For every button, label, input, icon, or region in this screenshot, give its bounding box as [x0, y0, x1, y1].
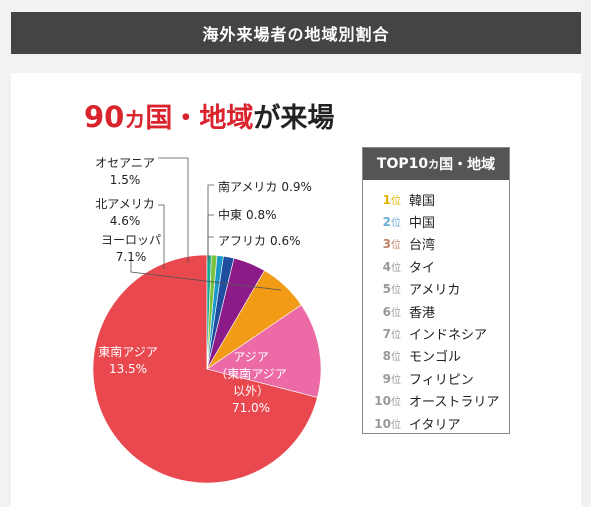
top10-rank-number: 3	[382, 237, 391, 252]
top10-rank-suffix: 位	[391, 307, 401, 319]
top10-name: 香港	[409, 305, 436, 321]
top10-name: モンゴル	[409, 350, 462, 366]
top10-title: TOP10 カ国・地域	[363, 148, 509, 180]
slice-label: アジア	[233, 350, 269, 364]
top10-title-rest: 国・地域	[439, 157, 496, 173]
top10-rank-number: 7	[382, 327, 391, 342]
top10-rank-number: 9	[382, 371, 391, 386]
top10-rank: 7位	[373, 326, 401, 341]
slice-value: 13.5%	[109, 362, 147, 376]
top10-rank: 10位	[373, 416, 401, 431]
slice-value: 0.9%	[281, 180, 312, 194]
slice-label: アフリカ 0.6%	[218, 234, 301, 248]
chart-header: 海外来場者の地域別割合	[11, 12, 581, 54]
top10-item: 5位 アメリカ	[373, 278, 509, 300]
top10-rank-suffix: 位	[391, 240, 401, 252]
top10-name: アメリカ	[409, 283, 461, 299]
top10-rank: 9位	[373, 371, 401, 386]
top10-rank-number: 8	[382, 349, 391, 364]
top10-rank-suffix: 位	[391, 352, 401, 364]
top10-item: 10位 イタリア	[373, 412, 509, 434]
top10-rank-number: 10	[374, 416, 391, 431]
top10-rank-suffix: 位	[391, 397, 401, 409]
leader-line	[207, 184, 214, 262]
slice-label-name: 南アメリカ	[218, 179, 277, 194]
slice-value: 0.8%	[246, 208, 277, 222]
header-title: 海外来場者の地域別割合	[202, 25, 390, 44]
top10-rank: 1位	[373, 192, 401, 207]
top10-rank: 8位	[373, 348, 401, 363]
leader-line	[130, 258, 281, 291]
slice-label: 東南アジア	[98, 344, 158, 359]
top10-rank-suffix: 位	[391, 374, 401, 386]
top10-rank: 5位	[373, 281, 401, 296]
slice-label: 南アメリカ 0.9%	[218, 179, 312, 194]
top10-name: 台湾	[409, 238, 436, 254]
headline-unit: カ	[124, 108, 146, 132]
top10-name: イタリア	[409, 417, 461, 433]
top10-list: 1位 韓国 2位 中国 3位 台湾 4位 タイ 5位 アメリカ 6位 香港 7位 インドネシア 8位 モンゴル…	[363, 180, 509, 434]
top10-item: 2位 中国	[373, 210, 509, 232]
top10-name: オーストラリア	[409, 395, 500, 411]
pie-slice	[206, 304, 322, 398]
slice-value: 1.5%	[110, 173, 141, 187]
slice-label: ヨーロッパ	[101, 233, 161, 247]
headline-suffix: が来場	[253, 103, 335, 134]
top10-item: 1位 韓国	[373, 188, 509, 210]
top10-item: 8位 モンゴル	[373, 345, 509, 367]
top10-item: 4位 タイ	[373, 255, 509, 277]
slice-value: 71.0%	[232, 401, 270, 415]
top10-rank: 6位	[373, 304, 401, 319]
leader-line	[207, 236, 214, 262]
top10-item: 9位 フィリピン	[373, 367, 509, 389]
slice-label: 中東 0.8%	[218, 207, 277, 222]
top10-rank-number: 10	[374, 394, 391, 409]
slice-label: （東南アジア	[215, 366, 287, 381]
slice-label: 以外）	[233, 384, 269, 398]
top10-item: 10位 オーストラリア	[373, 390, 509, 412]
slice-value: 4.6%	[110, 214, 141, 228]
top10-rank-suffix: 位	[391, 285, 401, 297]
slice-value: 0.6%	[270, 234, 301, 248]
top10-rank: 4位	[373, 259, 401, 274]
headline-count: 90	[84, 100, 125, 134]
top10-rank: 3位	[373, 236, 401, 251]
leader-line	[158, 204, 165, 269]
top10-rank-number: 1	[382, 192, 391, 207]
top10-title-unit: カ	[428, 158, 440, 171]
top10-name: 韓国	[409, 193, 436, 209]
top10-name: フィリピン	[409, 372, 474, 388]
pie-slice	[206, 254, 212, 370]
slice-label: オセアニア	[95, 156, 155, 170]
top10-name: 中国	[409, 216, 436, 232]
top10-rank: 2位	[373, 214, 401, 229]
top10-name: インドネシア	[409, 328, 488, 344]
slice-label-name: 中東	[218, 207, 242, 222]
top10-rank-number: 4	[382, 259, 391, 274]
top10-rank-number: 6	[382, 304, 391, 319]
top10-title-main: TOP10	[376, 156, 429, 172]
top10-rank-suffix: 位	[391, 195, 401, 207]
leader-line	[158, 157, 189, 263]
top10-rank-suffix: 位	[391, 262, 401, 274]
slice-label: 北アメリカ	[95, 197, 154, 211]
headline: 90カ国・地域が来場	[84, 96, 334, 135]
top10-rank: 10位	[373, 393, 401, 408]
top10-item: 6位 香港	[373, 300, 509, 322]
top10-rank-number: 2	[382, 215, 391, 230]
pie-slice	[92, 254, 318, 484]
top10-rank-suffix: 位	[391, 419, 401, 431]
top10-rank-number: 5	[382, 282, 391, 297]
top10-item: 3位 台湾	[373, 233, 509, 255]
slice-label-name: アフリカ	[218, 234, 266, 248]
top10-name: タイ	[409, 260, 436, 276]
headline-region: 国・地域	[145, 103, 254, 134]
top10-item: 7位 インドネシア	[373, 322, 509, 344]
top10-box: TOP10 カ国・地域 1位 韓国 2位 中国 3位 台湾 4位 タイ 5位 アメリカ 6位 香港 7位イ…	[362, 147, 510, 434]
slice-value: 7.1%	[116, 250, 147, 264]
leader-line	[207, 214, 214, 262]
top10-rank-suffix: 位	[391, 330, 401, 342]
top10-rank-suffix: 位	[391, 218, 401, 230]
